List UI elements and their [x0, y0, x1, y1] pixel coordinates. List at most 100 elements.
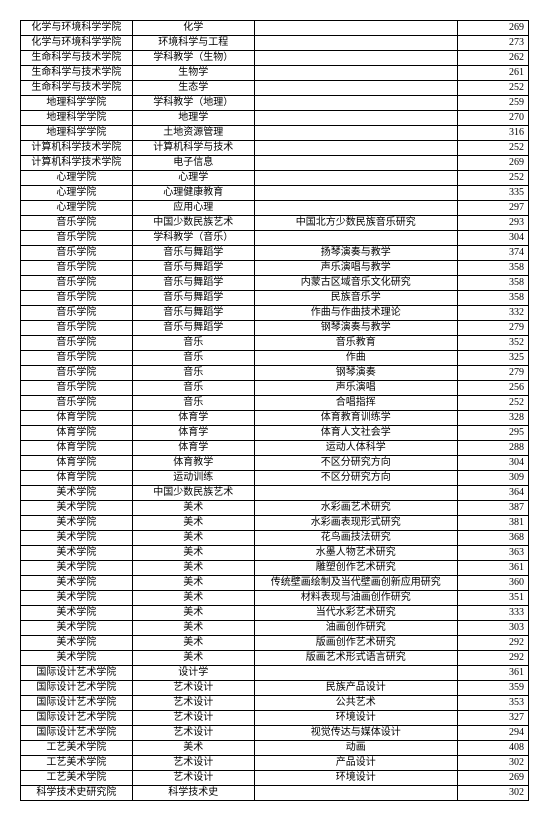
direction-cell: 扬琴演奏与教学	[254, 246, 457, 261]
college-cell: 地理科学学院	[21, 96, 133, 111]
direction-cell: 雕塑创作艺术研究	[254, 561, 457, 576]
score-cell: 359	[457, 681, 528, 696]
score-cell: 374	[457, 246, 528, 261]
direction-cell: 当代水彩艺术研究	[254, 606, 457, 621]
major-cell: 音乐与舞蹈学	[132, 291, 254, 306]
table-row: 美术学院美术版画艺术形式语言研究292	[21, 651, 529, 666]
major-cell: 艺术设计	[132, 681, 254, 696]
major-cell: 美术	[132, 561, 254, 576]
direction-cell: 中国北方少数民族音乐研究	[254, 216, 457, 231]
table-row: 国际设计艺术学院艺术设计民族产品设计359	[21, 681, 529, 696]
table-row: 心理学院应用心理297	[21, 201, 529, 216]
major-cell: 科学技术史	[132, 786, 254, 801]
major-cell: 美术	[132, 576, 254, 591]
table-row: 生命科学与技术学院生物学261	[21, 66, 529, 81]
college-cell: 美术学院	[21, 576, 133, 591]
college-cell: 美术学院	[21, 531, 133, 546]
score-cell: 304	[457, 231, 528, 246]
direction-cell: 产品设计	[254, 756, 457, 771]
college-cell: 地理科学学院	[21, 126, 133, 141]
college-cell: 美术学院	[21, 621, 133, 636]
direction-cell	[254, 786, 457, 801]
direction-cell: 环境设计	[254, 771, 457, 786]
major-cell: 体育教学	[132, 456, 254, 471]
table-row: 美术学院美术水墨人物艺术研究363	[21, 546, 529, 561]
score-cell: 252	[457, 81, 528, 96]
direction-cell	[254, 126, 457, 141]
score-cell: 358	[457, 291, 528, 306]
table-row: 美术学院美术传统壁画绘制及当代壁画创新应用研究360	[21, 576, 529, 591]
college-cell: 生命科学与技术学院	[21, 81, 133, 96]
college-cell: 国际设计艺术学院	[21, 696, 133, 711]
table-row: 化学与环境科学学院化学269	[21, 21, 529, 36]
table-row: 化学与环境科学学院环境科学与工程273	[21, 36, 529, 51]
college-cell: 美术学院	[21, 516, 133, 531]
direction-cell	[254, 201, 457, 216]
direction-cell: 运动人体科学	[254, 441, 457, 456]
score-cell: 333	[457, 606, 528, 621]
major-cell: 体育学	[132, 441, 254, 456]
table-row: 国际设计艺术学院艺术设计环境设计327	[21, 711, 529, 726]
direction-cell: 传统壁画绘制及当代壁画创新应用研究	[254, 576, 457, 591]
direction-cell: 不区分研究方向	[254, 456, 457, 471]
score-cell: 279	[457, 366, 528, 381]
direction-cell: 体育教育训练学	[254, 411, 457, 426]
major-cell: 美术	[132, 606, 254, 621]
college-cell: 体育学院	[21, 471, 133, 486]
direction-cell	[254, 141, 457, 156]
direction-cell: 水彩画表现形式研究	[254, 516, 457, 531]
score-cell: 294	[457, 726, 528, 741]
score-cell: 361	[457, 666, 528, 681]
table-row: 美术学院美术水彩画表现形式研究381	[21, 516, 529, 531]
direction-cell	[254, 486, 457, 501]
table-row: 音乐学院音乐与舞蹈学内蒙古区域音乐文化研究358	[21, 276, 529, 291]
college-cell: 体育学院	[21, 426, 133, 441]
table-row: 国际设计艺术学院设计学361	[21, 666, 529, 681]
table-row: 国际设计艺术学院艺术设计视觉传达与媒体设计294	[21, 726, 529, 741]
direction-cell: 声乐演唱	[254, 381, 457, 396]
direction-cell	[254, 21, 457, 36]
college-cell: 工艺美术学院	[21, 741, 133, 756]
direction-cell: 内蒙古区域音乐文化研究	[254, 276, 457, 291]
college-cell: 音乐学院	[21, 321, 133, 336]
major-cell: 生态学	[132, 81, 254, 96]
major-cell: 艺术设计	[132, 711, 254, 726]
score-cell: 358	[457, 276, 528, 291]
score-cell: 327	[457, 711, 528, 726]
score-cell: 279	[457, 321, 528, 336]
direction-cell: 水彩画艺术研究	[254, 501, 457, 516]
college-cell: 国际设计艺术学院	[21, 726, 133, 741]
score-cell: 270	[457, 111, 528, 126]
table-row: 音乐学院学科教学（音乐）304	[21, 231, 529, 246]
major-cell: 生物学	[132, 66, 254, 81]
college-cell: 音乐学院	[21, 291, 133, 306]
table-row: 心理学院心理健康教育335	[21, 186, 529, 201]
direction-cell: 材料表现与油画创作研究	[254, 591, 457, 606]
direction-cell: 体育人文社会学	[254, 426, 457, 441]
direction-cell: 视觉传达与媒体设计	[254, 726, 457, 741]
major-cell: 艺术设计	[132, 756, 254, 771]
table-row: 体育学院体育学运动人体科学288	[21, 441, 529, 456]
direction-cell: 公共艺术	[254, 696, 457, 711]
college-cell: 美术学院	[21, 486, 133, 501]
score-cell: 269	[457, 771, 528, 786]
college-cell: 体育学院	[21, 456, 133, 471]
college-cell: 心理学院	[21, 171, 133, 186]
table-row: 音乐学院中国少数民族艺术中国北方少数民族音乐研究293	[21, 216, 529, 231]
major-cell: 计算机科学与技术	[132, 141, 254, 156]
major-cell: 地理学	[132, 111, 254, 126]
direction-cell	[254, 156, 457, 171]
college-cell: 化学与环境科学学院	[21, 36, 133, 51]
major-cell: 美术	[132, 621, 254, 636]
direction-cell: 不区分研究方向	[254, 471, 457, 486]
major-cell: 音乐	[132, 336, 254, 351]
table-row: 工艺美术学院艺术设计产品设计302	[21, 756, 529, 771]
major-cell: 心理学	[132, 171, 254, 186]
college-cell: 工艺美术学院	[21, 756, 133, 771]
table-row: 计算机科学技术学院计算机科学与技术252	[21, 141, 529, 156]
score-cell: 368	[457, 531, 528, 546]
table-row: 心理学院心理学252	[21, 171, 529, 186]
direction-cell: 民族音乐学	[254, 291, 457, 306]
score-cell: 335	[457, 186, 528, 201]
major-cell: 艺术设计	[132, 726, 254, 741]
